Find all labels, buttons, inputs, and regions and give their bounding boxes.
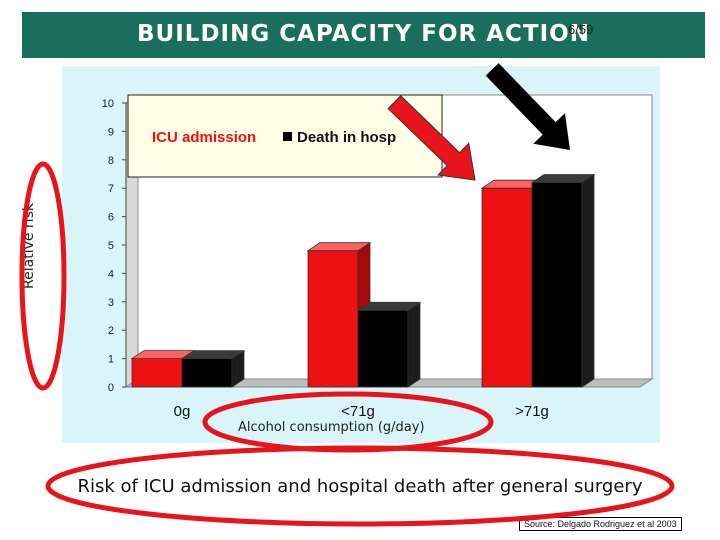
y-tick-label: 4 [108, 268, 114, 280]
bar-front [181, 358, 233, 388]
y-tick-label: 8 [108, 155, 114, 167]
legend-swatch-death [283, 132, 292, 141]
bar-top [306, 242, 372, 252]
legend-label-icu: ICU admission [152, 129, 256, 146]
bar-front [531, 182, 583, 388]
bar-chart: 0 1 2 3 4 5 6 7 8 9 10 0g <71g >71g ICU admission Death… [102, 94, 654, 420]
slide-title: BUILDING CAPACITY FOR ACTION [137, 21, 590, 47]
title-bar: BUILDING CAPACITY FOR ACTION [22, 12, 705, 58]
x-axis-label: Alcohol consumption (g/day) [238, 420, 425, 435]
chart-area: 0 1 2 3 4 5 6 7 8 9 10 0g <71g >71g ICU admission Death… [62, 66, 660, 443]
y-tick-label: 6 [108, 212, 114, 224]
slide-caption: Risk of ICU admission and hospital death… [77, 476, 643, 497]
y-tick-label: 1 [108, 354, 114, 366]
y-tick-label: 2 [108, 325, 114, 337]
x-tick-label: <71g [341, 403, 375, 420]
bar-side [581, 173, 595, 388]
y-tick-label: 10 [102, 98, 114, 110]
y-tick-label: 7 [108, 183, 114, 195]
y-tick-label: 0 [108, 382, 114, 394]
slide-number: 6/59 [568, 22, 594, 37]
y-axis-label: Relative risk [21, 203, 37, 289]
bar-side [407, 301, 421, 388]
source-citation: Source: Delgado Rodriguez et al 2003 [519, 517, 682, 531]
x-tick-label: 0g [174, 403, 191, 420]
x-tick-label: >71g [515, 403, 549, 420]
bar-front [357, 309, 409, 388]
bar-top [530, 174, 596, 183]
bar-top [180, 350, 246, 360]
bar-top [356, 301, 422, 311]
bar-front [307, 250, 359, 388]
y-tick-label: 9 [108, 126, 114, 138]
y-tick-label: 3 [108, 297, 114, 309]
y-tick-label: 5 [108, 240, 114, 252]
legend-label-death: Death in hosp [297, 129, 396, 146]
bar-front [481, 187, 533, 388]
bar-front [131, 358, 183, 388]
